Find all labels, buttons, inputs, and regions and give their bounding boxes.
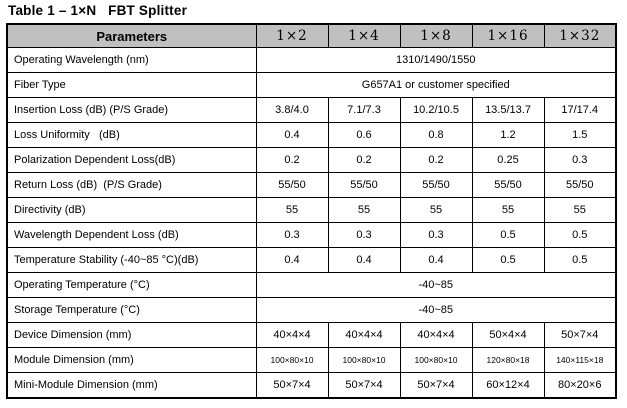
value-cell: 100×80×10 (399, 347, 473, 373)
value-cell: 0.3 (255, 222, 329, 248)
table-title: Table 1 – 1×N FBT Splitter (8, 3, 188, 18)
value-cell: 0.3 (543, 147, 617, 173)
header-col-1x4: 1×4 (327, 23, 401, 48)
row-label: Storage Temperature (°C) (6, 297, 257, 323)
value-cell: 0.5 (471, 247, 545, 273)
value-cell: 0.5 (543, 222, 617, 248)
value-cell: 0.4 (255, 122, 329, 148)
value-cell: 13.5/13.7 (471, 97, 545, 123)
value-cell: 55 (255, 197, 329, 223)
value-cell: 55 (471, 197, 545, 223)
row-label: Operating Temperature (°C) (6, 272, 257, 298)
header-col-1x16: 1×16 (471, 23, 545, 48)
value-cell: 55/50 (399, 172, 473, 198)
value-cell: 55 (327, 197, 401, 223)
row-label: Wavelength Dependent Loss (dB) (6, 222, 257, 248)
header-col-1x8: 1×8 (399, 23, 473, 48)
value-cell: 50×7×4 (399, 372, 473, 399)
value-cell: 0.5 (543, 247, 617, 273)
value-cell: 40×4×4 (327, 322, 401, 348)
value-cell: 40×4×4 (399, 322, 473, 348)
value-cell: 55/50 (327, 172, 401, 198)
header-parameters: Parameters (6, 23, 257, 48)
value-cell: 55 (543, 197, 617, 223)
header-col-1x2: 1×2 (255, 23, 329, 48)
value-cell: 55/50 (255, 172, 329, 198)
merged-value-cell: 1310/1490/1550 (255, 47, 617, 73)
row-return-loss: Return Loss (dB) (P/S Grade) 55/50 55/50… (6, 172, 617, 198)
value-cell: 50×7×4 (327, 372, 401, 399)
row-label: Mini-Module Dimension (mm) (6, 372, 257, 399)
value-cell: 100×80×10 (255, 347, 329, 373)
value-cell: 40×4×4 (255, 322, 329, 348)
value-cell: 120×80×18 (471, 347, 545, 373)
value-cell: 17/17.4 (543, 97, 617, 123)
row-label: Fiber Type (6, 72, 257, 98)
row-label: Return Loss (dB) (P/S Grade) (6, 172, 257, 198)
value-cell: 7.1/7.3 (327, 97, 401, 123)
row-device-dimension: Device Dimension (mm) 40×4×4 40×4×4 40×4… (6, 322, 617, 348)
row-temperature-stability: Temperature Stability (-40~85 °C)(dB) 0.… (6, 247, 617, 273)
row-operating-wavelength: Operating Wavelength (nm) 1310/1490/1550 (6, 47, 617, 73)
value-cell: 3.8/4.0 (255, 97, 329, 123)
row-label: Module Dimension (mm) (6, 347, 257, 373)
header-row: Parameters 1×2 1×4 1×8 1×16 1×32 (6, 23, 617, 48)
value-cell: 0.5 (471, 222, 545, 248)
row-directivity: Directivity (dB) 55 55 55 55 55 (6, 197, 617, 223)
value-cell: 0.25 (471, 147, 545, 173)
row-mini-module-dimension: Mini-Module Dimension (mm) 50×7×4 50×7×4… (6, 372, 617, 399)
value-cell: 0.4 (255, 247, 329, 273)
value-cell: 0.8 (399, 122, 473, 148)
value-cell: 1.2 (471, 122, 545, 148)
row-insertion-loss: Insertion Loss (dB) (P/S Grade) 3.8/4.0 … (6, 97, 617, 123)
value-cell: 0.6 (327, 122, 401, 148)
merged-value-cell: -40~85 (255, 297, 617, 323)
row-wavelength-dependent-loss: Wavelength Dependent Loss (dB) 0.3 0.3 0… (6, 222, 617, 248)
value-cell: 1.5 (543, 122, 617, 148)
value-cell: 80×20×6 (543, 372, 617, 399)
row-loss-uniformity: Loss Uniformity (dB) 0.4 0.6 0.8 1.2 1.5 (6, 122, 617, 148)
value-cell: 10.2/10.5 (399, 97, 473, 123)
value-cell: 0.3 (327, 222, 401, 248)
merged-value-cell: -40~85 (255, 272, 617, 298)
value-cell: 0.3 (399, 222, 473, 248)
value-cell: 0.4 (327, 247, 401, 273)
row-storage-temperature: Storage Temperature (°C) -40~85 (6, 297, 617, 323)
row-label: Temperature Stability (-40~85 °C)(dB) (6, 247, 257, 273)
value-cell: 50×4×4 (471, 322, 545, 348)
row-label: Loss Uniformity (dB) (6, 122, 257, 148)
value-cell: 0.4 (399, 247, 473, 273)
value-cell: 0.2 (399, 147, 473, 173)
value-cell: 50×7×4 (543, 322, 617, 348)
row-module-dimension: Module Dimension (mm) 100×80×10 100×80×1… (6, 347, 617, 373)
row-label: Insertion Loss (dB) (P/S Grade) (6, 97, 257, 123)
value-cell: 60×12×4 (471, 372, 545, 399)
fbt-splitter-spec-table: Parameters 1×2 1×4 1×8 1×16 1×32 Operati… (6, 23, 617, 399)
row-polarization-dependent-loss: Polarization Dependent Loss(dB) 0.2 0.2 … (6, 147, 617, 173)
row-label: Device Dimension (mm) (6, 322, 257, 348)
value-cell: 55/50 (543, 172, 617, 198)
value-cell: 100×80×10 (327, 347, 401, 373)
value-cell: 55/50 (471, 172, 545, 198)
merged-value-cell: G657A1 or customer specified (255, 72, 617, 98)
value-cell: 140×115×18 (543, 347, 617, 373)
value-cell: 0.2 (255, 147, 329, 173)
value-cell: 55 (399, 197, 473, 223)
row-label: Polarization Dependent Loss(dB) (6, 147, 257, 173)
row-operating-temperature: Operating Temperature (°C) -40~85 (6, 272, 617, 298)
header-col-1x32: 1×32 (543, 23, 617, 48)
row-label: Operating Wavelength (nm) (6, 47, 257, 73)
value-cell: 0.2 (327, 147, 401, 173)
row-fiber-type: Fiber Type G657A1 or customer specified (6, 72, 617, 98)
row-label: Directivity (dB) (6, 197, 257, 223)
value-cell: 50×7×4 (255, 372, 329, 399)
